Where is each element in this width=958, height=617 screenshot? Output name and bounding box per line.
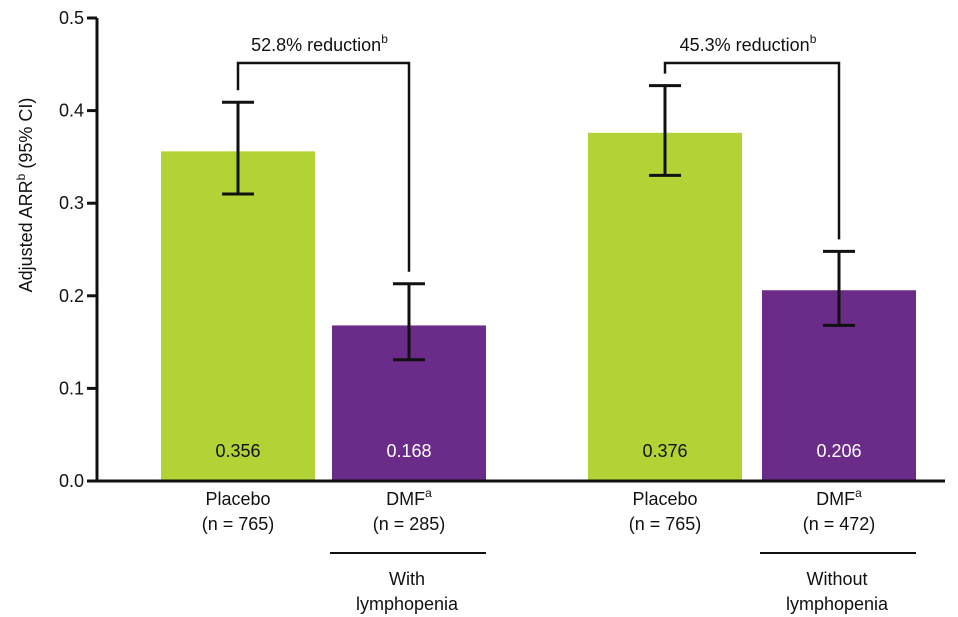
- group-label-line2: lymphopenia: [356, 594, 459, 614]
- group-label-line1: With: [389, 569, 425, 589]
- category-label: DMFa: [386, 486, 432, 509]
- group-label-line1: Without: [806, 569, 867, 589]
- group-label-line2: lymphopenia: [786, 594, 889, 614]
- category-n-label: (n = 285): [373, 514, 446, 534]
- y-tick-label: 0.4: [59, 101, 84, 121]
- category-n-label: (n = 472): [803, 514, 876, 534]
- reduction-bracket: [663, 61, 841, 240]
- bar-value-label: 0.376: [642, 441, 687, 461]
- category-label: Placebo: [205, 489, 270, 509]
- y-tick-label: 0.1: [59, 378, 84, 398]
- category-n-label: (n = 765): [202, 514, 275, 534]
- category-label: DMFa: [816, 486, 862, 509]
- y-tick-label: 0.3: [59, 193, 84, 213]
- y-axis-label: Adjusted ARRb (95% CI): [14, 98, 36, 293]
- reduction-annotation: 45.3% reductionb: [680, 32, 817, 55]
- category-n-label: (n = 765): [629, 514, 702, 534]
- bar: [161, 151, 315, 481]
- y-tick-label: 0.5: [59, 8, 84, 28]
- bar: [588, 132, 742, 481]
- y-axis-label-sup: b: [14, 173, 28, 180]
- category-label: Placebo: [632, 489, 697, 509]
- reduction-bracket: [236, 61, 411, 272]
- bar-value-label: 0.356: [215, 441, 260, 461]
- bar-value-label: 0.168: [386, 441, 431, 461]
- y-tick-label: 0.2: [59, 286, 84, 306]
- y-tick-label: 0.0: [59, 471, 84, 491]
- reduction-annotation: 52.8% reductionb: [251, 32, 388, 55]
- bar-value-label: 0.206: [816, 441, 861, 461]
